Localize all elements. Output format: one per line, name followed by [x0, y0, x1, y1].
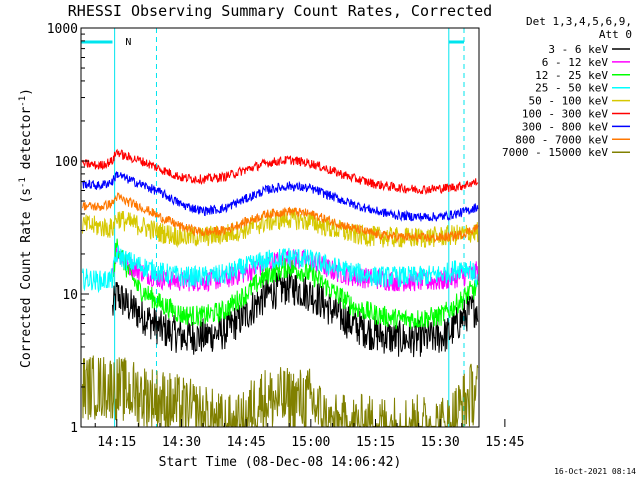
legend-entry-label: 800 - 7000 keV — [515, 133, 608, 146]
legend-entry-label: 7000 - 15000 keV — [502, 146, 608, 159]
y-axis-ticks: 1 10 100 1000 — [47, 22, 89, 436]
plot-frame — [80, 27, 480, 428]
series-line — [82, 148, 479, 196]
legend-entry-label: 6 - 12 keV — [542, 56, 609, 69]
y-axis-label: Corrected Count Rate (s-1 detector-1) — [18, 88, 34, 368]
x-axis-label: Start Time (08-Dec-08 14:06:42) — [159, 455, 402, 470]
x-tick-label: 14:30 — [162, 435, 201, 450]
series-line — [82, 171, 479, 222]
legend-header-line-1: Det 1,3,4,5,6,9, — [526, 15, 632, 28]
x-tick-label: 14:15 — [97, 435, 136, 450]
series-line — [82, 245, 479, 294]
data-layer: N — [81, 28, 479, 428]
legend-entry-label: 100 - 300 keV — [522, 108, 608, 121]
legend-entry-label: 25 - 50 keV — [535, 82, 608, 95]
series-line — [82, 355, 479, 428]
series-line — [112, 268, 479, 358]
x-tick-label: 15:00 — [291, 435, 330, 450]
legend-entry-label: 50 - 100 keV — [529, 95, 609, 108]
y-tick-label: 10 — [62, 288, 78, 303]
legend-entry-label: 300 - 800 keV — [522, 120, 608, 133]
attenuator-label: N — [125, 37, 131, 48]
legend-entry-label: 12 - 25 keV — [535, 69, 608, 82]
y-tick-label: 100 — [55, 155, 78, 170]
legend-header-line-2: Att 0 — [599, 28, 632, 41]
x-axis-ticks: 14:15 14:30 14:45 15:00 15:15 15:30 15:45 — [94, 419, 524, 450]
y-tick-label: 1000 — [47, 22, 78, 37]
x-tick-label: 15:45 — [485, 435, 524, 450]
x-tick-label: 15:30 — [421, 435, 460, 450]
chart-title: RHESSI Observing Summary Count Rates, Co… — [68, 2, 492, 20]
x-tick-label: 15:15 — [356, 435, 395, 450]
series-line — [112, 238, 479, 330]
legend-entry-label: 3 - 6 keV — [548, 43, 608, 56]
series-line — [82, 192, 479, 244]
footer-date: 16-Oct-2021 08:14 — [554, 467, 636, 476]
y-tick-label: 1 — [70, 421, 78, 436]
x-tick-label: 14:45 — [227, 435, 266, 450]
